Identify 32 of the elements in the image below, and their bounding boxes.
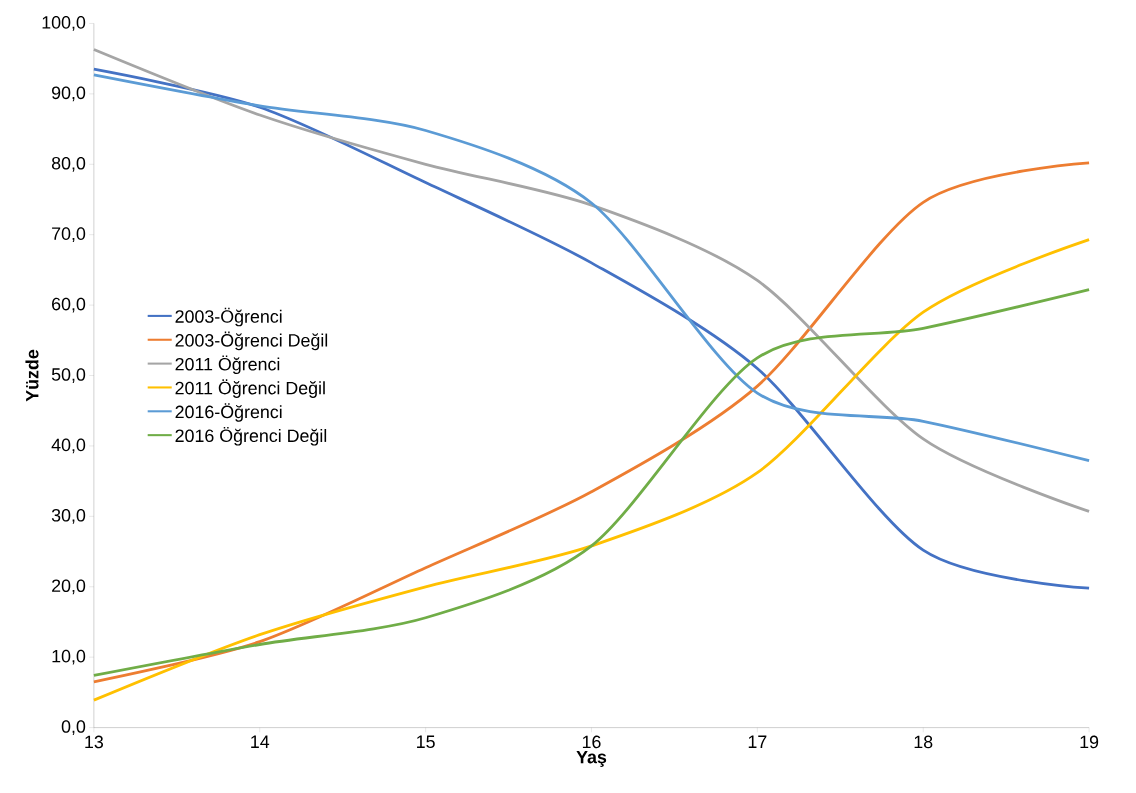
x-tick-label: 17 — [748, 735, 767, 748]
y-tick-label: 70,0 — [52, 227, 86, 242]
line-series — [92, 288, 1091, 677]
y-tick-label: 10,0 — [52, 649, 86, 665]
legend-label: 2003-Öğrenci Değil — [175, 331, 328, 351]
y-tick-label: 50,0 — [51, 368, 86, 383]
x-tick-label: 15 — [417, 735, 435, 748]
line-series — [92, 73, 1091, 462]
y-tick-label: 100,0 — [42, 15, 86, 31]
y-tick-label: 30,0 — [51, 508, 86, 524]
y-tick-label: 40,0 — [51, 438, 86, 454]
x-tick-label: 13 — [85, 735, 104, 749]
x-tick-label: 16 — [582, 735, 601, 749]
x-tick-label: 14 — [251, 735, 270, 748]
legend-label: 2016-Öğrenci — [175, 402, 282, 422]
legend-label: 2011 Öğrenci — [175, 355, 280, 374]
line-series — [92, 161, 1091, 684]
x-axis-title: Yaş — [576, 750, 607, 767]
y-tick-label: 90,0 — [52, 86, 86, 102]
y-tick-label: 60,0 — [52, 297, 86, 313]
legend-label: 2003-Öğrenci — [175, 307, 282, 327]
x-tick-label: 18 — [914, 735, 933, 749]
y-axis-title: Yüzde — [25, 349, 39, 402]
y-tick-label: 0,0 — [61, 720, 86, 735]
line-series — [92, 47, 1091, 513]
line-series — [92, 238, 1091, 702]
legend-label: 2016 Öğrenci Değil — [175, 426, 327, 446]
y-tick-label: 20,0 — [52, 579, 86, 594]
legend-label: 2011 Öğrenci Değil — [175, 379, 325, 398]
line-series — [92, 67, 1091, 590]
y-tick-label: 80,0 — [51, 156, 86, 172]
x-tick-label: 19 — [1080, 735, 1099, 749]
